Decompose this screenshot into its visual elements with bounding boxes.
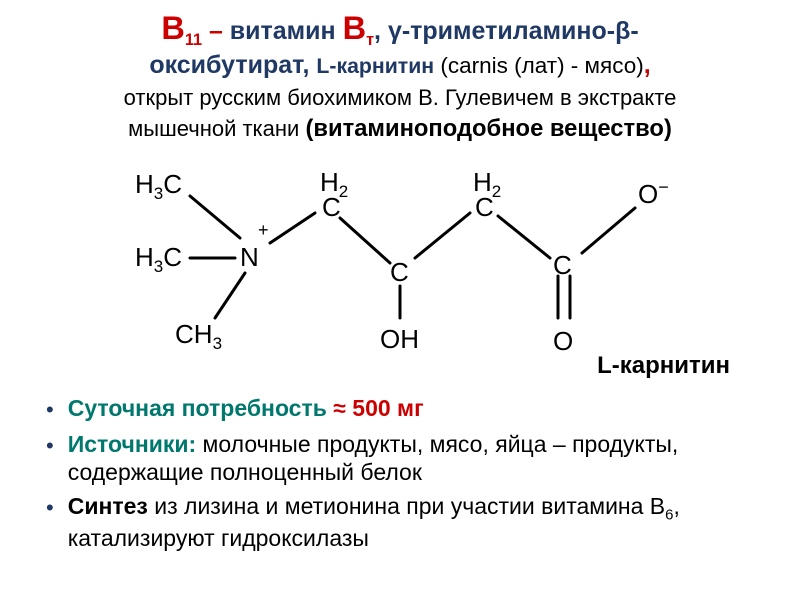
atom-n: N: [240, 242, 259, 272]
bt-b: В: [343, 10, 366, 46]
bullet-marker: •: [46, 394, 54, 424]
vitamin-word: витамин: [230, 17, 343, 45]
atom-c4: C: [553, 250, 572, 280]
bullet-lead: Источники:: [68, 431, 196, 457]
molecule-label: L-карнитин: [597, 352, 730, 380]
bullet-text: Суточная потребность ≈ 500 мг: [68, 394, 424, 422]
b11-b: В: [161, 10, 184, 46]
carnis: (carnis (лат) - мясо): [434, 53, 644, 78]
chem1: , γ-триметиламино-β-: [374, 17, 639, 45]
bullet-lead: Синтез: [68, 493, 148, 519]
atom-c2: C: [390, 257, 409, 287]
bullet-rest-a: из лизина и метионина при участии витами…: [148, 493, 665, 519]
vitlike: (витаминоподобное вещество): [305, 115, 671, 142]
lcarn-text: L-карнитин: [316, 54, 434, 78]
atom-h3c-top: H3C: [135, 169, 182, 203]
atom-c1: C: [322, 192, 341, 222]
atom-o-dbl: O: [553, 326, 573, 356]
bt-sub: т: [366, 31, 374, 49]
bullet-item: • Суточная потребность ≈ 500 мг: [46, 394, 776, 424]
bullet-rest: ≈ 500 мг: [327, 395, 424, 421]
title-text: В11 – витамин Вт, γ-триметиламино-β- окс…: [124, 17, 677, 142]
molecule-zone: H3C H3C CH3 N + H2 C C OH H2 C C O: [0, 148, 800, 388]
lcarn: L-карнитин: [316, 51, 434, 79]
bullet-list: • Суточная потребность ≈ 500 мг • Источн…: [0, 388, 800, 558]
b11-sub: 11: [185, 31, 202, 49]
bullet-lead: Суточная потребность: [68, 395, 327, 421]
bullet-text: Синтез из лизина и метионина при участии…: [68, 492, 776, 553]
comma: ,: [644, 51, 651, 79]
atom-ch3-bot: CH3: [175, 319, 222, 353]
atom-o-minus: O−: [638, 177, 669, 209]
bullet-item: • Синтез из лизина и метионина при участ…: [46, 492, 776, 553]
slide: В11 – витамин Вт, γ-триметиламино-β- окс…: [0, 0, 800, 600]
bullet-text: Источники: молочные продукты, мясо, яйца…: [68, 430, 776, 486]
bullet-marker: •: [46, 430, 54, 460]
atom-oh: OH: [380, 324, 419, 354]
discovered2: мышечной ткани: [128, 116, 305, 141]
bullet-marker: •: [46, 492, 54, 522]
discovered1: открыт русским биохимиком В. Гулевичем в…: [124, 85, 677, 110]
dash: –: [202, 17, 230, 45]
title-block: В11 – витамин Вт, γ-триметиламино-β- окс…: [0, 0, 800, 148]
molecule-structure: H3C H3C CH3 N + H2 C C OH H2 C C O: [90, 158, 710, 378]
atom-c3: C: [475, 192, 494, 222]
bullet-item: • Источники: молочные продукты, мясо, яй…: [46, 430, 776, 486]
atom-n-plus: +: [258, 220, 269, 240]
atom-h3c-mid: H3C: [135, 242, 182, 276]
chem2: оксибутират,: [149, 51, 316, 79]
